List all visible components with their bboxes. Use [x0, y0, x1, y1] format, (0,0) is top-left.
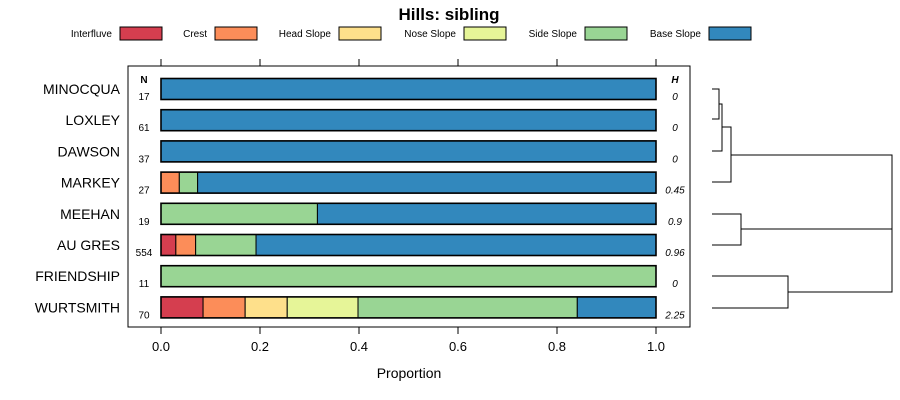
h-value: 0 [672, 92, 678, 103]
bar-outline [160, 202, 657, 226]
category-label: MARKEY [61, 175, 121, 191]
bar-segment [160, 296, 204, 319]
x-tick-label: 0.0 [152, 339, 170, 354]
bar-segment [286, 296, 359, 319]
x-tick-label: 0.4 [350, 339, 368, 354]
bar-segment [160, 202, 318, 225]
category-label: DAWSON [58, 143, 120, 159]
bar-outline [160, 296, 657, 319]
bar-segment [576, 296, 657, 319]
bar-segment [316, 202, 657, 225]
bar-outline [160, 140, 657, 163]
n-value: 61 [138, 123, 150, 134]
legend-swatch [708, 26, 752, 41]
bar-segment [160, 171, 180, 194]
n-value: 27 [138, 186, 150, 197]
bar-segment [160, 140, 657, 163]
category-label: MEEHAN [60, 206, 120, 222]
bar-segment [160, 109, 657, 132]
h-value: 0 [672, 123, 678, 134]
bar-outline [160, 108, 657, 132]
bars: MINOCQUA 17 0 LOXLEY 61 0 DAWSON 37 0 MARKEY 27 0.4… [35, 77, 685, 321]
bar-outline [160, 77, 657, 101]
legend-swatch [584, 26, 628, 41]
dendrogram-link [712, 103, 723, 152]
legend-swatch [214, 26, 258, 41]
plot-frame [127, 65, 691, 328]
bar-segment [178, 171, 199, 194]
h-value: 0 [672, 154, 678, 165]
dendrogram-link [731, 154, 893, 293]
legend-label: Head Slope [279, 29, 332, 40]
legend-swatch [463, 26, 507, 41]
h-value: 0.45 [665, 186, 685, 197]
category-label: MINOCQUA [43, 81, 121, 97]
x-axis: 0.0 0.2 0.4 0.6 0.8 1.0 [152, 59, 665, 354]
bar-segment [197, 171, 657, 194]
bar-segment [160, 265, 657, 288]
h-column-header: H [671, 75, 679, 86]
x-tick-label: 0.6 [449, 339, 467, 354]
n-column-header: N [140, 75, 147, 86]
n-value: 19 [138, 217, 150, 228]
category-label: AU GRES [57, 237, 120, 253]
n-value: 11 [139, 279, 150, 290]
bar-outline [160, 264, 657, 288]
bar-segment [255, 234, 657, 256]
dendrogram-link [712, 88, 720, 120]
legend-swatch [119, 26, 163, 41]
legend-label: Base Slope [650, 29, 702, 40]
dendrogram [712, 88, 893, 309]
dendrogram-link [712, 275, 789, 309]
bar-segment [175, 234, 197, 256]
bar-segment [195, 234, 257, 256]
n-value: 554 [136, 248, 153, 259]
h-value: 2.25 [664, 310, 685, 321]
category-label: FRIENDSHIP [35, 268, 120, 284]
h-value: 0.9 [668, 217, 682, 228]
category-label: WURTSMITH [35, 299, 120, 315]
legend-label: Nose Slope [404, 29, 456, 40]
bar-segment [160, 78, 657, 100]
bar-segment [244, 296, 288, 319]
bar-segment [202, 296, 246, 319]
x-axis-title: Proportion [377, 365, 442, 381]
n-value: 37 [138, 154, 150, 165]
x-tick-label: 0.2 [251, 339, 269, 354]
x-tick-label: 0.8 [548, 339, 566, 354]
h-value: 0 [672, 279, 678, 290]
h-value: 0.96 [665, 248, 685, 259]
bar-outline [160, 171, 657, 194]
n-value: 70 [138, 310, 150, 321]
bar-segment [160, 234, 177, 256]
legend-label: Crest [183, 29, 207, 40]
dendrogram-link [712, 213, 742, 246]
legend-swatch [338, 26, 382, 41]
legend-label: Side Slope [529, 29, 578, 40]
x-tick-label: 1.0 [647, 339, 665, 354]
bar-segment [357, 296, 578, 319]
legend-label: Interfluve [71, 29, 113, 40]
bar-outline [160, 233, 657, 257]
chart-title: Hills: sibling [398, 5, 499, 24]
category-label: LOXLEY [66, 112, 121, 128]
n-value: 17 [138, 92, 150, 103]
legend: Interfluve Crest Head Slope Nose Slope Side … [71, 26, 752, 41]
